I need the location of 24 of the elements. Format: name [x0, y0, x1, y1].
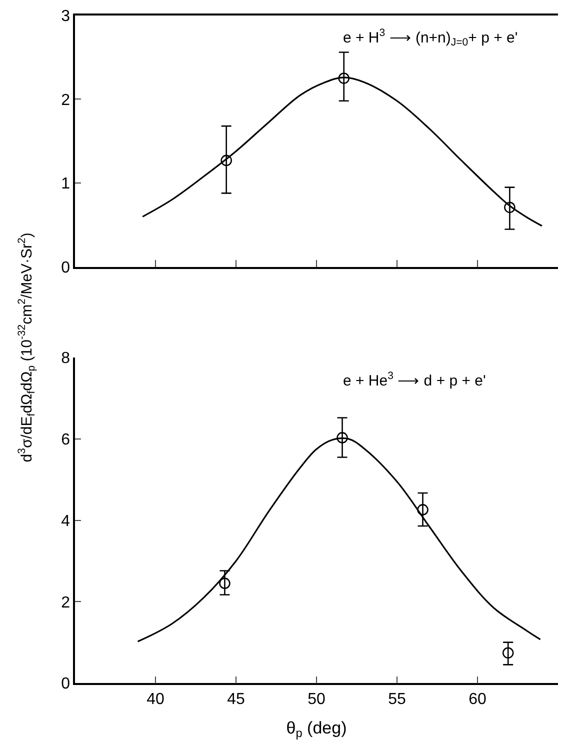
point [417, 504, 428, 516]
x-tick-label: 55 [388, 690, 406, 708]
x-axis-title: θ$_{p}$ (deg) [286, 718, 347, 740]
y-tick-label: 8 [61, 350, 70, 368]
y-tick-label: 0 [61, 260, 70, 277]
point [338, 72, 350, 84]
annotation: e + He$^{3}$ ⟶ d + p + e' [343, 370, 486, 390]
y-tick-label: 1 [61, 176, 70, 193]
y-tick-label: 4 [61, 512, 70, 530]
point [220, 154, 232, 166]
x-tick-label: 45 [227, 690, 245, 708]
x-tick-label: 60 [468, 690, 486, 708]
y-tick-label: 6 [61, 432, 70, 449]
y-tick-label: 2 [61, 594, 70, 612]
y-tick-label: 3 [61, 8, 70, 25]
y-tick-label: 0 [61, 676, 70, 693]
y-tick-label: 2 [61, 92, 70, 109]
point [502, 647, 514, 659]
x-tick-label: 50 [308, 690, 326, 708]
annotation: e + H$^{3}$ ⟶ (n+n)$_{J=0}$+ p + e' [343, 27, 518, 48]
x-tick-label: 40 [146, 690, 164, 708]
point [219, 578, 230, 589]
point [504, 202, 516, 214]
point [336, 432, 348, 444]
